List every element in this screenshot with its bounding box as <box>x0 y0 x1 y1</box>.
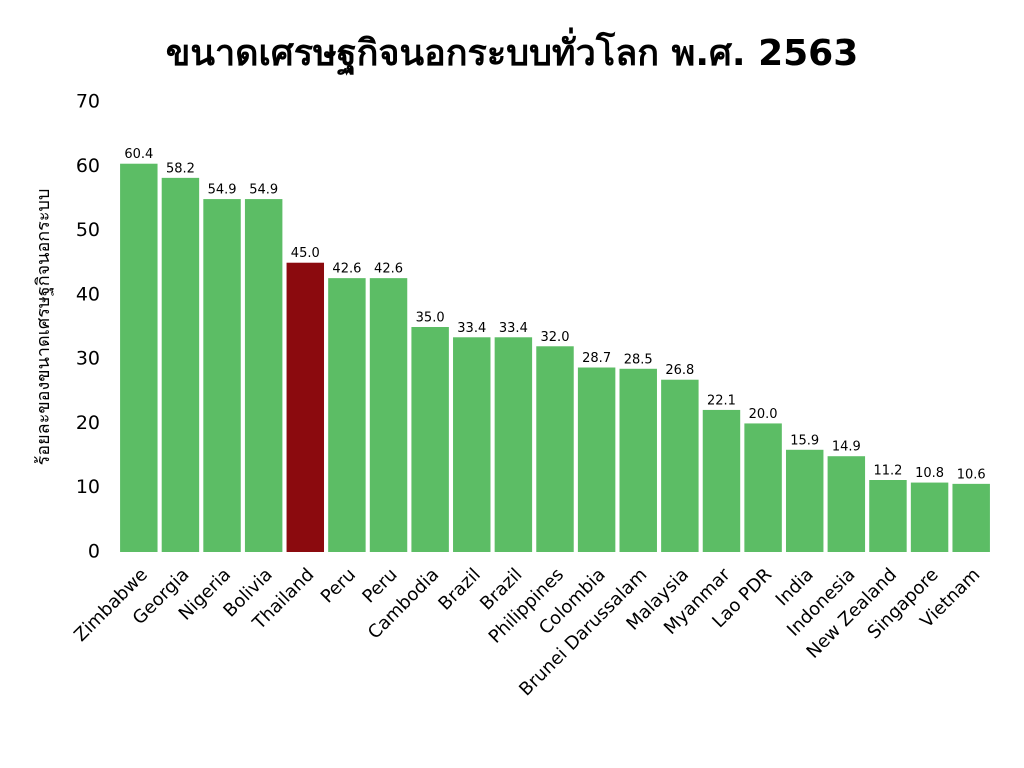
value-label: 11.2 <box>873 464 902 479</box>
bar <box>910 482 949 552</box>
value-label: 35.0 <box>416 311 445 326</box>
bar <box>369 278 408 552</box>
value-label: 32.0 <box>541 330 570 345</box>
y-axis-label: ร้อยละของขนาดเศรษฐกิจนอกระบบ <box>33 189 54 466</box>
bar <box>203 199 241 553</box>
bar <box>952 483 990 552</box>
bar <box>411 327 449 552</box>
y-tick-label: 50 <box>76 219 100 241</box>
bar <box>244 199 283 553</box>
bar <box>286 262 325 552</box>
value-label: 42.6 <box>332 262 361 277</box>
bar <box>536 346 574 552</box>
y-tick-label: 60 <box>76 155 100 177</box>
bar <box>453 337 491 552</box>
value-label: 22.1 <box>707 393 736 408</box>
value-label: 54.9 <box>208 183 237 198</box>
value-label: 33.4 <box>457 321 486 336</box>
y-tick-label: 20 <box>76 412 100 434</box>
y-tick-label: 0 <box>88 541 100 563</box>
bar <box>494 337 533 552</box>
bar <box>702 409 741 552</box>
value-label: 60.4 <box>124 147 153 162</box>
bar <box>619 368 657 552</box>
x-tick-label: Brazil <box>434 564 484 614</box>
y-tick-label: 70 <box>76 91 100 113</box>
bar <box>161 177 200 552</box>
value-label: 10.6 <box>957 467 986 482</box>
y-tick-label: 30 <box>76 348 100 370</box>
bar <box>120 163 158 552</box>
value-label: 28.7 <box>582 351 611 366</box>
value-label: 33.4 <box>499 321 528 336</box>
y-tick-label: 40 <box>76 283 100 305</box>
value-label: 26.8 <box>665 363 694 378</box>
value-label: 42.6 <box>374 262 403 277</box>
bar <box>328 278 366 552</box>
x-tick-label: Peru <box>317 564 360 607</box>
value-label: 20.0 <box>749 407 778 422</box>
bar <box>869 480 907 552</box>
bar <box>744 423 782 552</box>
bar <box>577 367 616 552</box>
chart-title: ขนาดเศรษฐกิจนอกระบบทั่วโลก พ.ศ. 2563 <box>166 27 859 76</box>
y-tick-label: 10 <box>76 476 100 498</box>
value-label: 54.9 <box>249 183 278 198</box>
value-label: 28.5 <box>624 352 653 367</box>
bar <box>827 456 866 552</box>
value-label: 15.9 <box>790 433 819 448</box>
bar <box>661 379 699 552</box>
value-label: 14.9 <box>832 440 861 455</box>
value-label: 10.8 <box>915 466 944 481</box>
bar <box>785 449 824 552</box>
value-label: 45.0 <box>291 246 320 261</box>
value-label: 58.2 <box>166 161 195 176</box>
